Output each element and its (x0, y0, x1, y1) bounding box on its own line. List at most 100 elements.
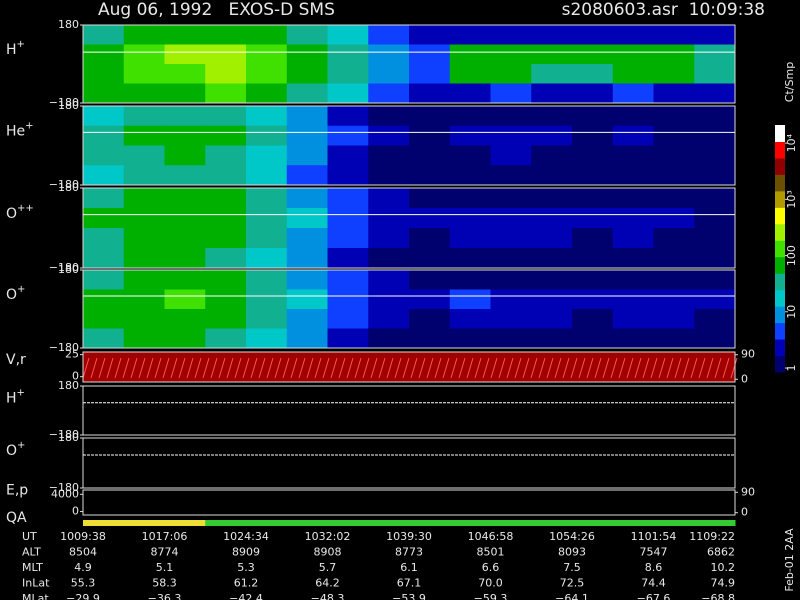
heat-cell (653, 145, 695, 166)
colorbar-step (775, 157, 785, 175)
heat-cell (205, 248, 247, 269)
cell: 1046:58 (468, 530, 514, 543)
label-text: O (6, 206, 17, 222)
heat-cell (612, 328, 654, 349)
heat-cell (572, 106, 614, 127)
tick-label: 0 (741, 372, 748, 385)
qa-segment (286, 520, 328, 526)
heat-cell (164, 145, 206, 166)
heat-cell (449, 106, 491, 127)
title: Aug 06, 1992 EXOS-D SMS (98, 0, 335, 20)
heat-cell (490, 270, 532, 290)
heat-cell (409, 228, 451, 249)
heat-cell (123, 145, 165, 166)
cell: 6862 (707, 546, 735, 559)
qa-segment (612, 520, 654, 526)
heat-cell (653, 64, 695, 84)
panel-frame (82, 351, 736, 383)
heat-cell (694, 44, 736, 65)
cell: 6.6 (482, 561, 500, 574)
cell: 4.9 (74, 561, 92, 574)
heat-cell (286, 188, 328, 209)
heat-cell (531, 270, 573, 290)
heat-cell (123, 83, 165, 104)
heat-cell (286, 106, 328, 127)
cell: 1109:22 (689, 530, 735, 543)
cell: 8908 (314, 546, 342, 559)
heat-cell (490, 328, 532, 349)
heat-cell (286, 44, 328, 65)
panel-frame (82, 105, 736, 186)
heat-cell (286, 270, 328, 290)
heat-cell (694, 289, 736, 310)
heat-cell (286, 289, 328, 310)
heat-cell (83, 83, 125, 104)
colorbar-step (775, 125, 785, 142)
qa-segment (490, 520, 532, 526)
heat-cell (205, 25, 247, 45)
heat-cell (409, 208, 451, 229)
colorbar-step (775, 322, 785, 340)
heat-cell (286, 145, 328, 166)
heat-cell (694, 188, 736, 209)
heat-cell (368, 270, 410, 290)
heat-cell (246, 328, 288, 349)
heat-cell (83, 328, 125, 349)
qa-segment (246, 520, 288, 526)
label-sup: + (17, 388, 25, 399)
cell: 8501 (477, 546, 505, 559)
heat-cell (653, 25, 695, 45)
panel-frame (82, 489, 736, 516)
panel-frame (82, 24, 736, 104)
heat-cell (205, 309, 247, 329)
heat-cell (531, 64, 573, 84)
label-text: E,p (6, 483, 28, 499)
heat-cell (409, 25, 451, 45)
tick-label: 25 (65, 348, 79, 361)
heat-cell (327, 228, 369, 249)
heat-cell (653, 328, 695, 349)
cell: 7547 (640, 546, 668, 559)
heat-cell (327, 106, 369, 127)
heat-cell (83, 248, 125, 269)
heat-cell (164, 25, 206, 45)
heat-cell (694, 125, 736, 146)
heat-cell (123, 309, 165, 329)
heat-cell (572, 328, 614, 349)
heat-cell (205, 328, 247, 349)
heat-cell (368, 83, 410, 104)
heat-cell (612, 165, 654, 186)
heat-cell (653, 289, 695, 310)
tick-label: 180 (58, 431, 79, 444)
heat-cell (368, 188, 410, 209)
tick-label: 180 (58, 18, 79, 31)
row-label: MLT (22, 561, 43, 574)
heat-cell (449, 208, 491, 229)
heat-cell (572, 248, 614, 269)
heat-cell (694, 64, 736, 84)
heat-cell (205, 145, 247, 166)
heat-cell (286, 208, 328, 229)
heat-cell (694, 145, 736, 166)
heat-cell (327, 64, 369, 84)
heat-cell (246, 25, 288, 45)
panel-label: V,r (6, 352, 26, 368)
colorbar-label: 10³ (785, 190, 798, 208)
heat-cell (286, 309, 328, 329)
heat-cell (531, 145, 573, 166)
heat-cell (327, 125, 369, 146)
heat-cell (449, 44, 491, 65)
heat-cell (246, 165, 288, 186)
heat-cell (531, 44, 573, 65)
heat-cell (612, 125, 654, 146)
colorbar-step (775, 207, 785, 225)
heat-cell (653, 188, 695, 209)
heat-cell (123, 188, 165, 209)
tick-label: 90 (741, 348, 755, 361)
heat-cell (531, 248, 573, 269)
heat-cell (123, 106, 165, 127)
heat-cell (164, 208, 206, 229)
heat-cell (449, 188, 491, 209)
panel-frame (82, 187, 736, 269)
tick-label: −180 (49, 481, 79, 494)
